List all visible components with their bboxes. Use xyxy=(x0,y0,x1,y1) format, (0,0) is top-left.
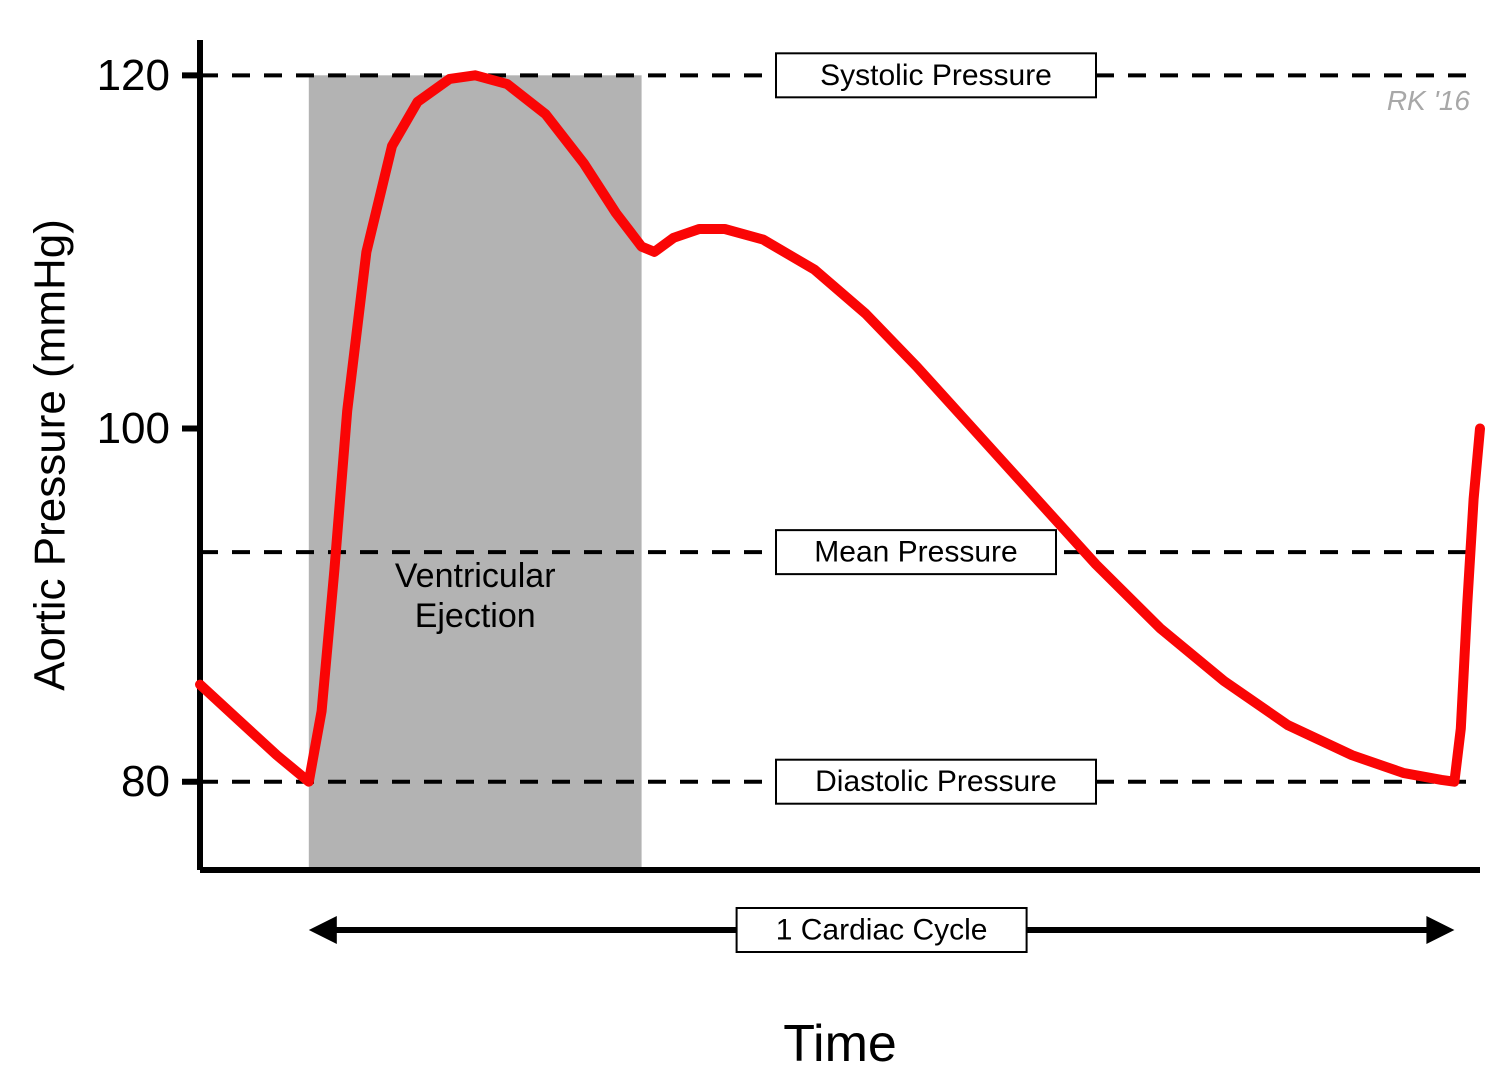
reference-label: Systolic Pressure xyxy=(820,59,1052,92)
watermark: RK '16 xyxy=(1387,85,1471,116)
x-axis-label: Time xyxy=(783,1015,897,1073)
reference-label: Mean Pressure xyxy=(814,536,1017,569)
y-tick-label: 80 xyxy=(121,757,170,806)
ventricular-ejection-label: Ventricular xyxy=(395,557,556,595)
cardiac-cycle-label: 1 Cardiac Cycle xyxy=(776,914,988,947)
y-axis-label: Aortic Pressure (mmHg) xyxy=(26,219,75,691)
y-tick-label: 120 xyxy=(97,51,170,100)
aortic-pressure-chart: Systolic Pressure Mean Pressure Diastolic … xyxy=(0,0,1500,1081)
y-tick-label: 100 xyxy=(97,404,170,453)
ventricular-ejection-label: Ejection xyxy=(415,597,536,635)
reference-label: Diastolic Pressure xyxy=(815,765,1057,798)
ventricular-ejection-region xyxy=(309,75,642,870)
